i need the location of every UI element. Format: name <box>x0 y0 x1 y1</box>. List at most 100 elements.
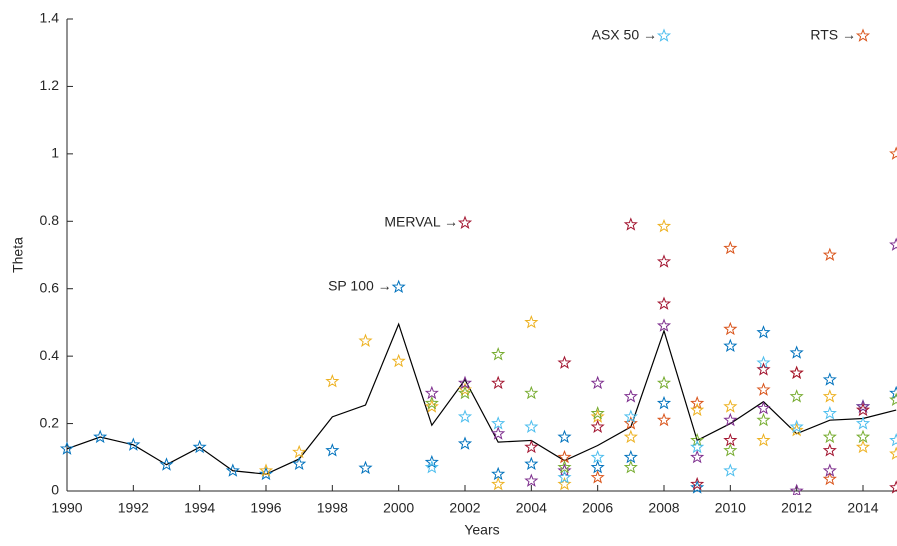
star-point <box>656 296 672 310</box>
star-point <box>358 333 373 347</box>
star-point <box>457 382 473 396</box>
star-point <box>656 218 672 233</box>
star-point <box>690 395 705 410</box>
star-point <box>789 389 804 403</box>
annotation: MERVAL → <box>384 214 458 230</box>
star-point <box>623 459 638 474</box>
star-point <box>822 247 837 262</box>
star-point <box>756 400 771 415</box>
star-point <box>822 372 837 386</box>
annotation: RTS → <box>810 27 856 43</box>
star-point <box>557 429 572 444</box>
star-point <box>690 439 705 454</box>
y-tick-label: 1.2 <box>40 77 60 93</box>
star-point <box>159 457 174 471</box>
star-point <box>656 28 672 42</box>
star-point <box>822 429 837 444</box>
star-point <box>557 470 572 484</box>
star-point <box>524 419 539 433</box>
star-point <box>889 385 897 400</box>
star-point <box>325 443 340 457</box>
star-point <box>491 375 506 390</box>
x-tick-label: 1990 <box>51 500 82 516</box>
star-point <box>723 338 738 353</box>
x-tick-label: 2008 <box>648 500 679 516</box>
star-point <box>258 463 274 477</box>
star-point <box>590 449 605 464</box>
star-point <box>623 409 638 423</box>
star-point <box>756 433 771 447</box>
star-point <box>491 347 506 361</box>
star-point <box>656 412 672 427</box>
star-point <box>590 459 605 474</box>
star-point <box>822 406 837 420</box>
star-point <box>855 402 871 417</box>
star-point <box>656 375 672 390</box>
star-point <box>789 365 804 380</box>
star-point <box>491 426 506 440</box>
star-point <box>93 429 108 444</box>
star-point <box>59 441 75 455</box>
star-point <box>590 406 605 420</box>
star-point <box>690 402 705 417</box>
star-point <box>822 463 837 477</box>
star-point <box>424 385 439 400</box>
star-point <box>457 375 473 390</box>
x-axis-label: Years <box>464 522 499 538</box>
y-tick-label: 0.8 <box>40 212 60 228</box>
x-tick-label: 2000 <box>383 500 414 516</box>
x-tick-label: 2002 <box>449 500 480 516</box>
star-point <box>690 480 705 494</box>
x-tick-label: 2014 <box>847 500 878 516</box>
star-point <box>623 429 638 444</box>
mean-line <box>66 322 897 475</box>
star-point <box>524 315 539 329</box>
y-tick-label: 0.4 <box>40 347 60 363</box>
x-tick-label: 1998 <box>317 500 348 516</box>
star-point <box>292 444 307 459</box>
star-point <box>789 419 804 433</box>
star-point <box>590 470 605 484</box>
star-point <box>822 471 837 486</box>
star-point <box>723 463 738 477</box>
star-point <box>889 146 897 160</box>
star-point <box>889 433 897 447</box>
star-point <box>855 439 871 454</box>
y-tick-label: 1.4 <box>40 10 60 26</box>
star-point <box>557 449 572 464</box>
star-point <box>789 345 804 359</box>
star-point <box>424 395 439 410</box>
x-tick-label: 2010 <box>715 500 746 516</box>
star-point <box>424 454 439 469</box>
star-point <box>756 362 771 376</box>
star-point <box>822 389 837 403</box>
y-tick-label: 0 <box>51 482 59 498</box>
x-tick-label: 2004 <box>516 500 547 516</box>
x-tick-label: 2006 <box>582 500 613 516</box>
star-point <box>723 412 738 427</box>
y-tick-label: 0.6 <box>40 279 60 295</box>
star-point <box>258 466 274 481</box>
star-point <box>292 456 307 471</box>
y-tick-label: 1 <box>51 145 59 161</box>
star-point <box>756 355 771 369</box>
star-point <box>391 279 406 294</box>
star-point <box>723 321 738 336</box>
star-point <box>590 375 605 390</box>
star-point <box>524 473 539 487</box>
annotation: ASX 50 → <box>592 27 657 43</box>
star-point <box>590 419 605 433</box>
star-point <box>723 240 738 255</box>
star-point <box>557 463 572 477</box>
star-point <box>491 476 506 491</box>
star-point <box>557 476 572 491</box>
star-point <box>325 374 340 388</box>
star-point <box>822 443 837 457</box>
star-point <box>491 466 506 481</box>
star-point <box>391 353 406 368</box>
star-point <box>524 456 539 471</box>
star-point <box>557 459 572 474</box>
y-tick-label: 0.2 <box>40 414 60 430</box>
star-point <box>524 439 539 454</box>
